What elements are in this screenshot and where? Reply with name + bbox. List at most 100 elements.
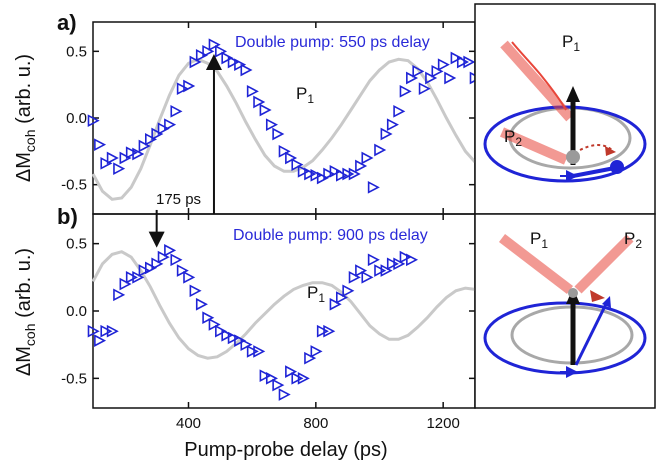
panel-b-data-point xyxy=(145,261,158,275)
panel-b-data-point xyxy=(202,311,215,325)
panel-b-data-point xyxy=(157,250,170,264)
panel-a-data-point xyxy=(151,127,164,141)
panel-b-y-ticks: 0.5 0.0 -0.5 xyxy=(61,236,475,387)
panel-b-data-point xyxy=(246,345,259,358)
schematic-a-label-p1: P1 xyxy=(562,32,580,54)
panel-a-data-point xyxy=(348,167,361,181)
schematic-a-gray-ball xyxy=(566,150,580,164)
schematic-b-gray-ball xyxy=(568,288,578,298)
panel-a-data-point xyxy=(431,65,444,78)
panel-b-data-point xyxy=(119,277,132,291)
panel-a-data-point xyxy=(316,171,329,185)
panel-a-data-point xyxy=(425,71,438,85)
panel-a-data-point xyxy=(386,118,399,131)
panel-a-data-point xyxy=(361,151,374,165)
panel-b-data-point xyxy=(297,372,310,385)
panel-a-data-point xyxy=(367,181,380,194)
panel-b-data-point xyxy=(342,284,355,298)
panel-a-data-point xyxy=(253,95,266,109)
panel-a-y-tick-label: 0.5 xyxy=(66,43,87,60)
schematic-b-blue-vector xyxy=(574,299,610,366)
panel-a-data-point xyxy=(106,151,119,165)
schematic-a-red-arrowhead xyxy=(605,146,616,156)
panel-a-data-point xyxy=(246,85,259,98)
panel-a-data-point xyxy=(418,82,431,95)
panel-a-y-axis-label: ΔMcoh (arb. u.) xyxy=(13,54,38,182)
panel-b-data-point xyxy=(138,264,151,277)
panel-b-data-point xyxy=(374,264,387,277)
panel-b-data-point xyxy=(94,334,107,347)
panel-a-data-point xyxy=(444,71,457,85)
panel-b-y-tick-label: 0.5 xyxy=(66,236,87,253)
panel-a-data-point xyxy=(100,157,113,170)
panel-a-data-point xyxy=(234,58,247,71)
panel-a-delay-label: 175 ps xyxy=(156,191,201,208)
panel-a-y-tick-label: -0.5 xyxy=(61,177,87,194)
panel-b-y-tick-label: 0.0 xyxy=(66,303,87,320)
schematic-a-label-p2: P2 xyxy=(504,127,522,149)
panel-b-data-point xyxy=(361,270,374,284)
schematic-b-label-p1: P1 xyxy=(530,229,548,251)
panel-b-data-point xyxy=(189,284,202,298)
panel-b-data-point xyxy=(399,250,412,264)
panel-b-data-point xyxy=(227,331,240,345)
x-tick-label: 800 xyxy=(303,415,328,432)
panel-a-data-point xyxy=(278,145,291,158)
panel-b-data-point xyxy=(265,372,278,385)
x-tick-label: 400 xyxy=(176,415,201,432)
panel-a-data-point xyxy=(240,63,253,77)
panel-a-data-point xyxy=(297,165,310,178)
panel-b-curve-label: P1 xyxy=(307,283,325,305)
schematic-a-moment-arrowhead xyxy=(566,86,580,102)
panel-a-data-point xyxy=(208,38,221,51)
panel-b-data-point xyxy=(176,264,189,277)
panel-b-data-point xyxy=(406,253,419,267)
panel-b-data-point xyxy=(386,257,399,271)
panel-b-data-point xyxy=(183,270,196,284)
panel-a-data-point xyxy=(138,139,151,153)
schematic-a-pulse-p1 xyxy=(500,40,574,122)
panel-a-data-point xyxy=(94,138,107,151)
panel-a-data-point xyxy=(291,158,304,171)
panel-a-data-point xyxy=(456,55,469,69)
panel-b-data-point xyxy=(272,378,285,392)
panel-b-data-point xyxy=(380,264,393,277)
schematic-b-label-p2: P2 xyxy=(624,229,642,251)
panel-a-data-point xyxy=(176,82,189,95)
schematic-b-red-arrowhead xyxy=(590,290,605,302)
panel-b-data-point xyxy=(106,324,119,338)
panel-a-data-point xyxy=(335,169,349,182)
panel-b-data-point xyxy=(221,328,234,342)
panel-b-data-point xyxy=(329,297,342,311)
schematic-a-blue-ball xyxy=(610,160,624,174)
panel-a-data-point xyxy=(202,45,215,58)
panel-b-data-point xyxy=(285,365,298,378)
panel-b: b) 0.5 0.0 -0.5 ΔMcoh (arb. u.) Double pum… xyxy=(13,204,476,409)
panel-a-data-point xyxy=(355,159,368,173)
panel-b-data-points xyxy=(87,244,419,401)
panel-a-data-point xyxy=(463,55,476,69)
panel-a-data-point xyxy=(113,162,126,175)
panel-b-data-point xyxy=(240,338,253,352)
panel-a-data-point xyxy=(310,169,323,182)
panel-a-data-point xyxy=(195,49,208,62)
panel-b-reference-curve xyxy=(91,250,476,360)
panel-b-data-point xyxy=(113,288,126,302)
panel-a-data-points xyxy=(87,38,482,194)
panel-b-data-point xyxy=(253,345,266,358)
panel-b-data-point xyxy=(234,334,247,347)
x-tick-label: 1200 xyxy=(426,415,459,432)
panel-b-data-point xyxy=(87,324,100,338)
panel-b-data-point xyxy=(164,244,177,257)
x-axis-ticks: 400 800 1200 xyxy=(176,22,460,432)
panel-a-data-point xyxy=(329,165,342,178)
panel-a-data-point xyxy=(412,65,425,78)
panel-b-data-point xyxy=(151,257,164,271)
panel-a-data-point xyxy=(221,51,234,65)
panel-a-data-point xyxy=(170,105,183,118)
panel-a-data-point xyxy=(132,147,145,161)
schematic-b: P1 P2 xyxy=(483,229,647,378)
panel-a-data-point xyxy=(183,79,196,93)
panel-b-data-point xyxy=(304,351,317,365)
panel-a-title: Double pump: 550 ps delay xyxy=(235,34,430,51)
